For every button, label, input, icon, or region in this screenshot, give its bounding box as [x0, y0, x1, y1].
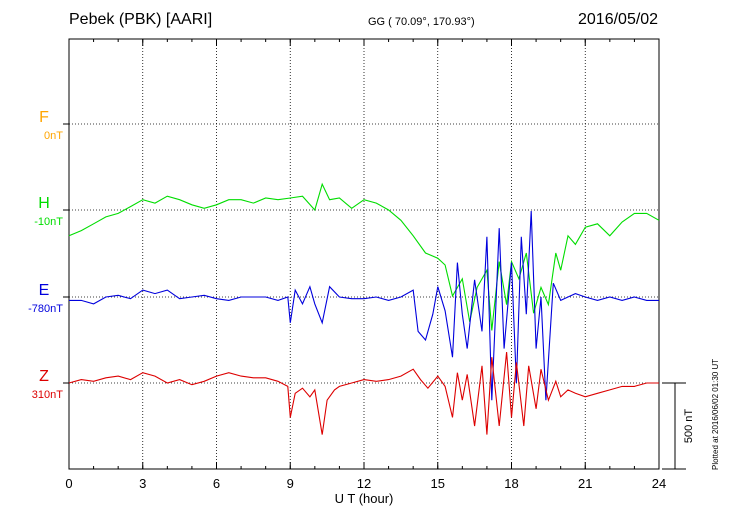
date-label: 2016/05/02: [578, 11, 659, 28]
x-tick-label: 0: [65, 476, 72, 491]
x-tick-label: 6: [213, 476, 220, 491]
x-tick-label: 9: [287, 476, 294, 491]
series-offset-f: 0nT: [44, 130, 63, 142]
series-name-e: E: [39, 282, 50, 299]
x-tick-label: 15: [431, 476, 445, 491]
series-baselines: [63, 123, 659, 384]
scale-bar-label: 500 nT: [683, 409, 695, 444]
x-tick-label: 24: [652, 476, 666, 491]
series-offset-e: -780nT: [28, 303, 63, 315]
series-offset-h: -10nT: [34, 216, 63, 228]
station-title: Pebek (PBK) [AARI]: [69, 11, 213, 28]
series-offset-z: 310nT: [32, 389, 63, 401]
series-line-e: [69, 210, 659, 401]
series-name-z: Z: [39, 368, 49, 385]
series-labels: F 0nT H -10nT E -780nT Z 310nT: [28, 109, 63, 401]
x-axis-ticks: 0 3 6 9 12 15 18 21 24: [65, 39, 666, 491]
grid-lines: [142, 39, 586, 469]
x-tick-label: 18: [504, 476, 518, 491]
x-tick-label: 21: [578, 476, 592, 491]
series-name-h: H: [38, 195, 50, 212]
scale-bar: 500 nT: [662, 382, 695, 470]
plot-frame: [68, 38, 660, 470]
series-line-h: [68, 182, 660, 331]
series-lines: [68, 182, 660, 435]
x-tick-label: 3: [139, 476, 146, 491]
plotted-timestamp: Plotted at 2016/06/02 01:30 UT: [711, 358, 720, 470]
x-axis-label: U T (hour): [335, 491, 394, 506]
series-name-f: F: [39, 109, 49, 126]
x-tick-label: 12: [357, 476, 371, 491]
geo-coordinates: GG ( 70.09°, 170.93°): [368, 16, 475, 28]
series-line-z: [68, 351, 659, 435]
